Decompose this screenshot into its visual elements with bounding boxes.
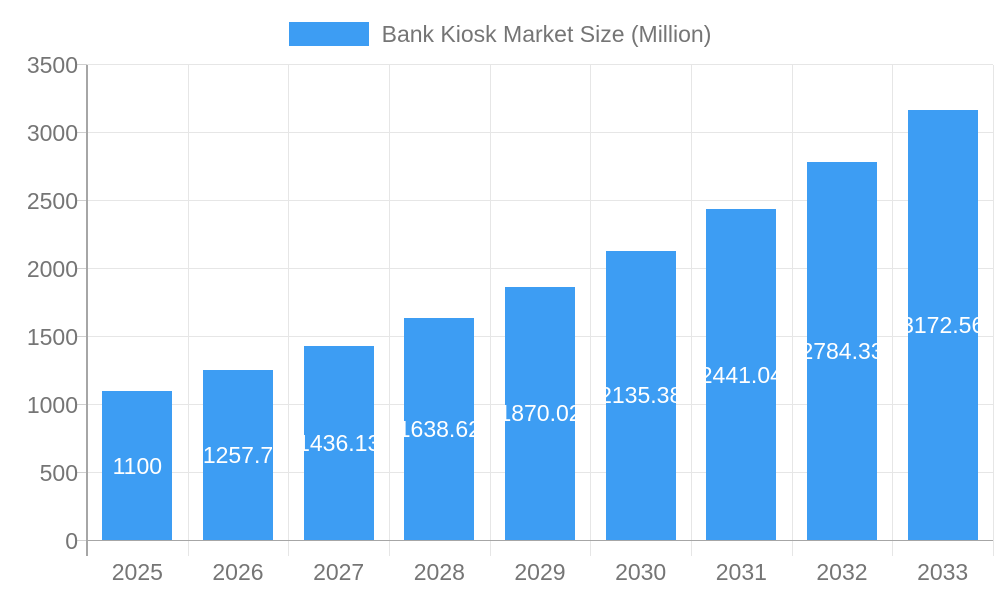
y-tick-label: 3500 xyxy=(26,52,78,78)
gridline-vertical xyxy=(388,65,390,556)
y-tick-mark xyxy=(77,472,87,473)
x-tick-label: 2030 xyxy=(615,559,667,585)
gridline-vertical xyxy=(993,65,994,556)
y-tick-label: 1000 xyxy=(26,392,78,418)
gridline-horizontal xyxy=(87,268,993,269)
y-tick-label: 2500 xyxy=(26,188,78,214)
gridline-vertical xyxy=(892,65,894,556)
legend-label: Bank Kiosk Market Size (Million) xyxy=(381,21,712,47)
gridline-vertical xyxy=(690,65,692,556)
y-tick-label: 3000 xyxy=(26,120,78,146)
y-tick-mark xyxy=(77,200,87,201)
legend-item[interactable]: Bank Kiosk Market Size (Million) xyxy=(0,22,1000,46)
bar-value-label: 1100 xyxy=(112,452,163,479)
gridline-vertical xyxy=(590,65,592,556)
bar-value-label: 1257.7 xyxy=(202,441,273,468)
y-tick-label: 500 xyxy=(39,460,78,486)
legend-swatch xyxy=(288,22,369,46)
bar-value-label: 1870.02 xyxy=(505,400,575,427)
x-tick-label: 2029 xyxy=(514,559,566,585)
gridline-horizontal xyxy=(87,200,993,201)
x-tick-label: 2025 xyxy=(111,559,163,585)
y-tick-label: 1500 xyxy=(26,324,78,350)
bar: 2441.04 xyxy=(706,209,777,541)
y-tick-mark xyxy=(77,64,87,65)
x-tick-label: 2028 xyxy=(413,559,465,585)
gridline-horizontal xyxy=(87,64,993,65)
gridline-horizontal xyxy=(87,540,993,541)
bar: 1436.13 xyxy=(303,345,374,541)
gridline-vertical xyxy=(187,65,189,556)
bar: 1100 xyxy=(102,391,173,541)
y-tick-mark xyxy=(77,336,87,337)
bar-value-label: 1436.13 xyxy=(304,429,374,456)
gridline-vertical xyxy=(489,65,491,556)
x-tick-label: 2033 xyxy=(917,559,969,585)
x-tick-label: 2027 xyxy=(313,559,365,585)
y-tick-mark xyxy=(77,540,87,541)
x-tick-label: 2032 xyxy=(816,559,868,585)
bar-value-label: 2441.04 xyxy=(706,361,776,388)
bar: 2784.33 xyxy=(807,162,877,541)
gridline-horizontal xyxy=(87,132,993,133)
y-tick-mark xyxy=(77,268,87,269)
bar: 2135.38 xyxy=(605,250,676,541)
bar-value-label: 2135.38 xyxy=(606,382,676,409)
y-tick-mark xyxy=(77,404,87,405)
y-axis-line xyxy=(86,65,88,556)
bar: 1257.7 xyxy=(202,369,273,541)
y-tick-label: 2000 xyxy=(26,256,78,282)
bar: 1870.02 xyxy=(505,286,575,541)
x-tick-label: 2031 xyxy=(715,559,767,585)
gridline-vertical xyxy=(791,65,793,556)
x-tick-label: 2026 xyxy=(212,559,264,585)
bar-value-label: 2784.33 xyxy=(807,338,877,365)
y-tick-mark xyxy=(77,132,87,133)
y-tick-label: 0 xyxy=(65,528,78,554)
gridline-vertical xyxy=(288,65,290,556)
